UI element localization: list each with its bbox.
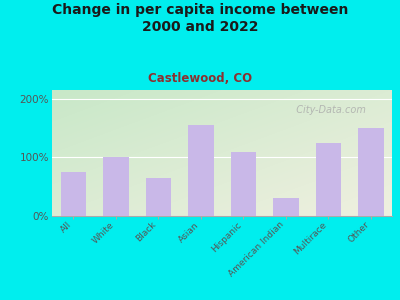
Bar xyxy=(273,198,298,216)
Bar xyxy=(188,125,214,216)
Bar xyxy=(103,158,128,216)
Bar xyxy=(60,172,86,216)
Bar xyxy=(316,143,341,216)
Bar xyxy=(358,128,384,216)
Bar xyxy=(230,152,256,216)
Bar xyxy=(146,178,171,216)
Text: Castlewood, CO: Castlewood, CO xyxy=(148,72,252,85)
Text: City-Data.com: City-Data.com xyxy=(290,105,366,115)
Text: Change in per capita income between
2000 and 2022: Change in per capita income between 2000… xyxy=(52,3,348,34)
